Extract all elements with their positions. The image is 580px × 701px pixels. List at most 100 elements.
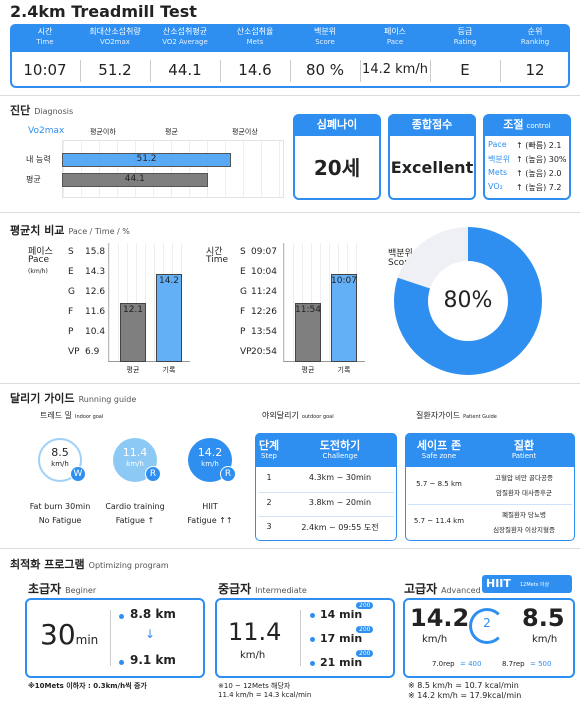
header-title: 도전하기 <box>319 439 361 452</box>
plot-area <box>62 140 284 198</box>
section-heading: 중급자 Intermediate <box>218 580 307 597</box>
rep-label: 8.7rep <box>502 660 525 668</box>
separator <box>290 60 291 82</box>
bar <box>156 274 182 362</box>
card-subtitle: control <box>526 122 551 130</box>
scale-label: 15.8 <box>85 247 106 257</box>
chart-sub: Pace <box>28 255 50 265</box>
scale-label: 10.4 <box>85 327 106 337</box>
high-speed: 14.2 <box>410 604 470 632</box>
category-label: 기록 <box>162 366 176 374</box>
scale-label: 10:04 <box>251 267 277 277</box>
metric-value: 44.1 <box>168 61 202 79</box>
metric-label: 최대산소섭취량 <box>89 27 141 36</box>
step-text: 4.3km ~ 30min <box>308 473 372 482</box>
separator <box>430 60 431 82</box>
dot <box>119 660 124 665</box>
interval-time: 17 min <box>320 632 363 645</box>
program-box <box>403 598 575 678</box>
section-heading: 고급자 Advanced <box>404 580 481 597</box>
scale-label: 11:24 <box>251 287 277 297</box>
interval-time: 14 min <box>320 608 363 621</box>
speed-unit: km/h <box>201 460 219 468</box>
group-title: 트레드 밀 <box>40 411 72 420</box>
cycle-icon <box>469 608 505 644</box>
metric-label: 페이스 <box>383 27 407 36</box>
scale-label: 14.3 <box>85 267 106 277</box>
header-sub: Challenge <box>322 452 358 460</box>
rep-value: = 500 <box>530 660 552 668</box>
donut-label: 백분위 <box>388 249 413 259</box>
group-title: 질환자가이드 <box>416 411 461 420</box>
metric-value: 14.6 <box>238 61 272 79</box>
separator <box>110 610 111 666</box>
note: ※10 ~ 12Mets 해당자 <box>218 682 291 690</box>
badge: R <box>220 466 236 482</box>
interval-dist: 200 <box>356 650 374 657</box>
metric-value: E <box>460 61 470 79</box>
metric-value: 80 % <box>305 61 345 79</box>
chart-label: 페이스 <box>28 247 53 257</box>
mode-caption: Cardio training <box>105 502 165 511</box>
donut-sub: Score <box>388 258 414 268</box>
step-number: 3 <box>266 522 272 531</box>
group-sub: Patient Guide <box>463 414 497 420</box>
header-sub: Safe zone <box>421 452 457 460</box>
group-heading: 야외달리기 outdoor goal <box>262 410 334 421</box>
time: 30min <box>40 618 98 651</box>
card-value: Excellent <box>390 158 474 177</box>
patient-item: 암질환자 대사증후군 <box>496 489 552 497</box>
scale-label: 09:07 <box>251 247 277 257</box>
header-values <box>10 52 570 88</box>
grade-label: P <box>68 327 74 337</box>
control-key: Pace <box>488 140 507 149</box>
mode-fatigue: Fatigue ↑ <box>115 516 155 525</box>
speed-unit: km/h <box>240 650 266 661</box>
grade-label: P <box>240 327 246 337</box>
dot <box>310 661 315 666</box>
card-title: 조절 control <box>483 114 571 136</box>
bar-value: 10:07 <box>331 275 357 286</box>
section-heading: 진단 Diagnosis <box>10 102 73 118</box>
interval-dist: 200 <box>356 626 374 633</box>
rep-label: 7.0rep <box>432 660 455 668</box>
control-key: Mets <box>488 168 508 177</box>
dot <box>310 613 315 618</box>
bar <box>120 303 146 362</box>
section-subtitle: Diagnosis <box>34 107 74 116</box>
divider <box>0 383 580 384</box>
group-sub: Indoor goal <box>74 414 104 420</box>
speed: 11.4 <box>122 446 148 459</box>
metric-label: 순위 <box>527 27 543 36</box>
interval-time: 21 min <box>320 656 363 669</box>
speed: 14.2 <box>197 446 223 459</box>
patient-item: 심장질환자 이상지혈증 <box>493 526 555 534</box>
low-speed: 8.5 <box>522 604 565 632</box>
scale-label: 6.9 <box>85 347 100 357</box>
dot <box>310 637 315 642</box>
section-title: 최적화 프로그램 <box>10 558 85 571</box>
donut <box>394 227 542 375</box>
metric-value: 10:07 <box>23 61 67 79</box>
group-sub: outdoor goal <box>301 414 334 420</box>
metric-sub: Score <box>315 38 335 46</box>
donut-arc <box>394 227 542 375</box>
grade-label: E <box>240 267 246 277</box>
section-heading: 초급자 Beginer <box>28 580 96 597</box>
section-title: 달리기 가이드 <box>10 392 75 405</box>
bar <box>295 302 321 362</box>
bar-value: 51.2 <box>136 154 157 164</box>
level-label: 평균 <box>165 128 178 136</box>
badge: W <box>70 466 86 482</box>
metric-sub: Rating <box>453 38 477 46</box>
divider <box>0 95 580 96</box>
interval-dist: 200 <box>356 602 374 609</box>
metric-value: 51.2 <box>98 61 132 79</box>
control-value: ↑ (높음) 2.0 <box>516 169 562 178</box>
bar <box>331 273 357 362</box>
bar-label: 내 능력 <box>26 155 51 164</box>
rep-value: = 400 <box>460 660 482 668</box>
scale-label: 12.6 <box>85 287 106 297</box>
mode-fatigue: Fatigue ↑↑ <box>187 516 233 525</box>
section-heading: 달리기 가이드 Running guide <box>10 390 136 406</box>
